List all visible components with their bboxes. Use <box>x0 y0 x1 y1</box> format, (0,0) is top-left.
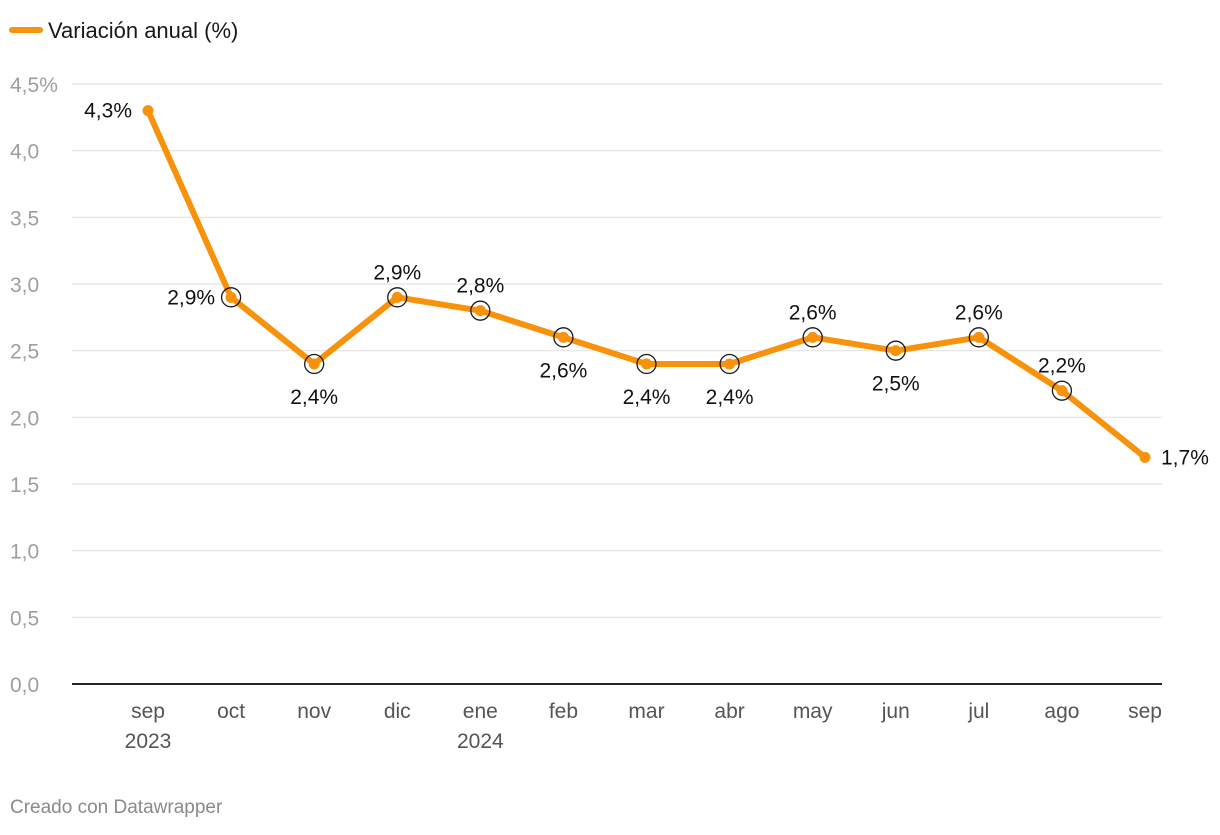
data-label: 2,2% <box>1038 355 1086 378</box>
x-tick-label: sep <box>1128 700 1162 723</box>
data-point-highlight-ring <box>220 287 242 308</box>
data-point <box>142 105 154 117</box>
data-label: 2,6% <box>789 301 837 324</box>
data-label: 1,7% <box>1161 446 1209 469</box>
y-tick-label: 0,5 <box>10 607 39 630</box>
y-tick-label: 3,5 <box>10 207 39 230</box>
data-label: 2,4% <box>706 386 754 409</box>
data-point-highlight-ring <box>885 340 906 361</box>
data-label: 2,6% <box>539 359 587 382</box>
data-point <box>474 305 486 317</box>
series-layer <box>142 105 1151 463</box>
data-label: 2,8% <box>456 275 504 298</box>
x-axis: sep 2023 oct nov dic ene 2024 feb mar abr may jun ju… <box>72 683 1162 753</box>
x-tick-label: nov <box>297 700 331 723</box>
x-tick-label: jul <box>967 700 989 723</box>
grid-layer <box>72 83 1162 618</box>
data-point <box>391 291 403 303</box>
data-point-highlight-ring <box>1051 380 1073 401</box>
data-point <box>641 358 652 370</box>
y-tick-label: 0,0 <box>10 674 39 697</box>
data-point <box>1139 451 1151 463</box>
x-tick-year-label: 2024 <box>457 730 504 753</box>
data-label: 4,3% <box>84 100 132 123</box>
y-tick-label: 2,5 <box>10 341 39 364</box>
data-point-highlight-ring <box>636 353 657 375</box>
data-point <box>724 358 736 370</box>
x-tick-label: abr <box>714 700 744 723</box>
data-labels: 4,3% 2,9% 2,4% 2,9% 2,8% 2,6% 2,4% 2,4% 2,6% 2,5%… <box>84 100 1209 470</box>
legend: Variación anual (%) <box>9 18 238 43</box>
data-point <box>1056 385 1068 397</box>
y-tick-label: 4,5% <box>10 74 58 97</box>
data-label: 2,9% <box>167 286 215 309</box>
legend-label: Variación anual (%) <box>48 18 238 43</box>
y-tick-label: 1,5 <box>10 474 39 497</box>
data-label: 2,6% <box>955 301 1003 324</box>
data-point <box>807 331 819 343</box>
x-tick-label: ago <box>1044 700 1079 723</box>
data-point <box>890 345 902 357</box>
x-tick-label: may <box>793 700 833 723</box>
x-tick-label: oct <box>217 700 245 723</box>
data-point-highlight-ring <box>719 353 740 375</box>
data-point-highlight-ring <box>553 327 574 348</box>
x-tick-label: sep <box>131 700 165 723</box>
y-tick-label: 4,0 <box>10 141 39 164</box>
data-label: 2,4% <box>290 386 338 409</box>
data-point <box>973 331 985 343</box>
data-point <box>308 358 320 370</box>
y-tick-label: 2,0 <box>10 407 39 430</box>
data-point <box>557 331 569 343</box>
data-point <box>225 291 237 303</box>
data-label: 2,4% <box>623 386 671 409</box>
y-axis: 0,0 0,5 1,0 1,5 2,0 2,5 3,0 3,5 4,0 4,5% <box>10 74 58 697</box>
x-tick-label: mar <box>628 700 664 723</box>
data-point-highlight-ring <box>304 353 325 375</box>
data-point-highlight-ring <box>387 287 408 308</box>
y-tick-label: 3,0 <box>10 274 39 297</box>
x-tick-year-label: 2023 <box>125 730 172 753</box>
data-label: 2,9% <box>373 261 421 284</box>
data-point-highlight-ring <box>802 327 823 348</box>
x-tick-label: feb <box>549 700 578 723</box>
credit-text: Creado con Datawrapper <box>10 797 223 818</box>
x-tick-label: ene <box>463 700 498 723</box>
data-point-highlight-ring <box>968 327 989 348</box>
y-tick-label: 1,0 <box>10 541 39 564</box>
x-tick-label: dic <box>384 700 411 723</box>
data-label: 2,5% <box>872 373 920 396</box>
x-tick-label: jun <box>881 700 910 723</box>
data-point-highlight-ring <box>470 300 491 321</box>
